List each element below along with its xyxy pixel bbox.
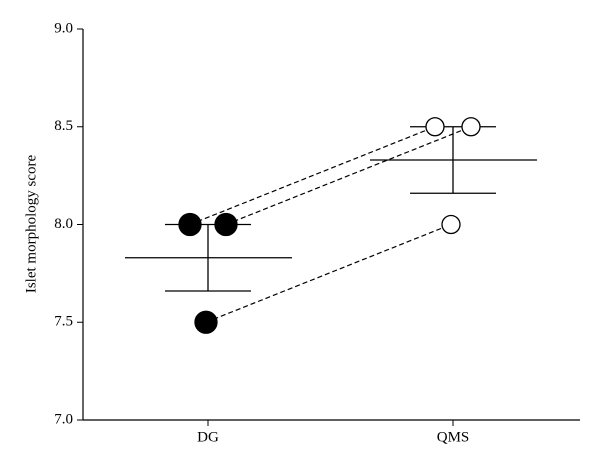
data-point xyxy=(214,212,238,237)
x-tick-label: DG xyxy=(197,429,219,445)
data-point xyxy=(425,117,445,137)
x-tick-label: QMS xyxy=(437,429,470,445)
pair-line xyxy=(189,126,436,226)
y-tick-label: 8.0 xyxy=(54,216,73,232)
pair-line xyxy=(225,126,472,226)
y-axis-label: Islet morphology score xyxy=(23,155,39,294)
y-tick-label: 7.5 xyxy=(54,314,73,330)
data-point xyxy=(178,212,202,237)
pair-line xyxy=(205,223,452,323)
y-tick-label: 7.0 xyxy=(54,411,73,427)
data-point xyxy=(194,310,218,334)
data-point xyxy=(461,117,481,137)
y-tick-label: 8.5 xyxy=(54,118,73,134)
data-point xyxy=(441,214,461,235)
y-tick-label: 9.0 xyxy=(54,20,73,36)
